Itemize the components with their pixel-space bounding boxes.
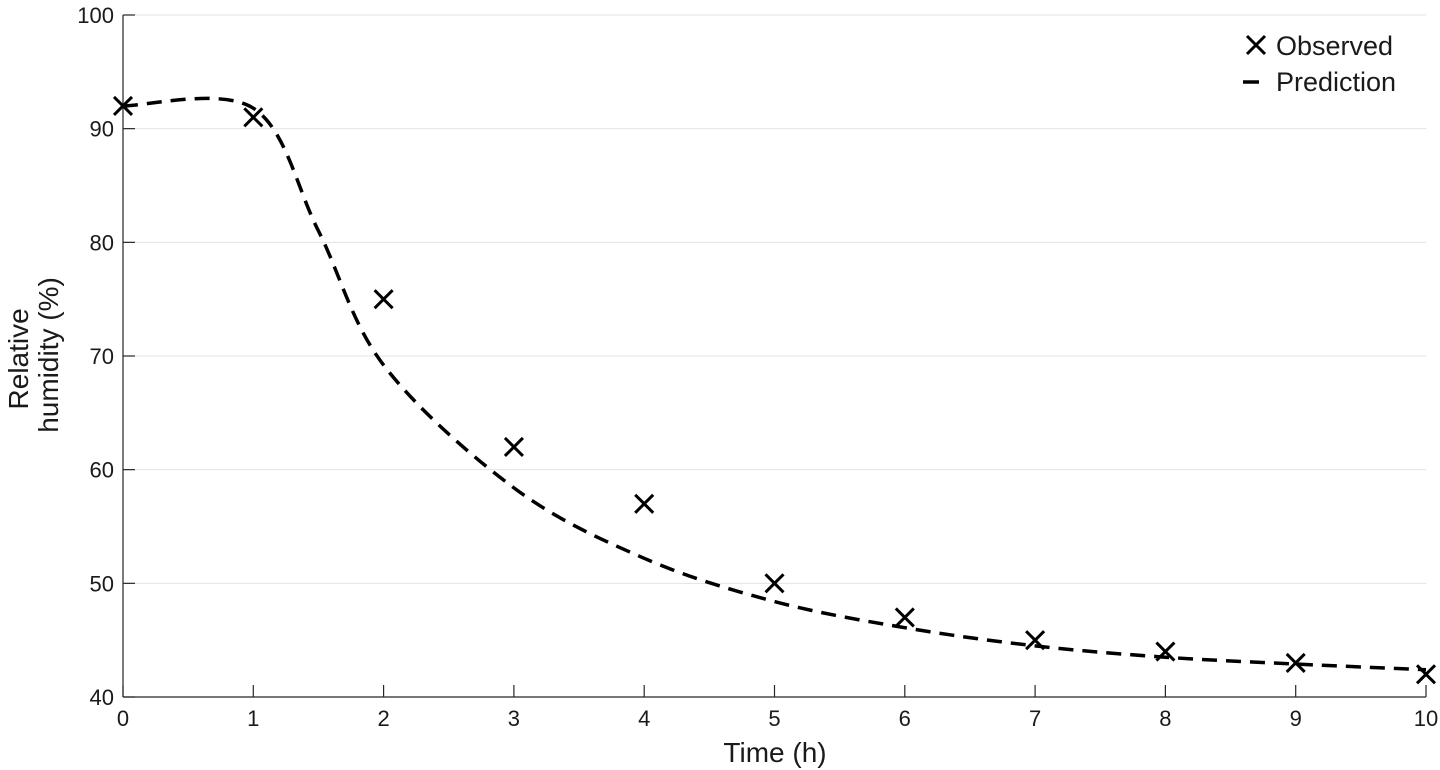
observed-point-9 [1285, 652, 1306, 673]
y-tick-label-100: 100 [77, 3, 114, 28]
x-tick-label-1: 1 [247, 706, 259, 731]
y-tick-label-40: 40 [90, 685, 114, 710]
x-tick-label-10: 10 [1414, 706, 1438, 731]
observed-point-7 [1025, 630, 1046, 651]
x-tick-label-0: 0 [117, 706, 129, 731]
ticks-layer: 0 1 2 3 4 5 6 7 8 9 10 40 50 60 70 80 90 100 [77, 3, 1438, 731]
observed-point-8 [1155, 641, 1176, 662]
x-tick-label-8: 8 [1159, 706, 1171, 731]
y-tick-label-80: 80 [90, 230, 114, 255]
legend-observed-marker [1245, 34, 1267, 56]
y-tick-label-90: 90 [90, 117, 114, 142]
x-tick-label-7: 7 [1029, 706, 1041, 731]
y-tick-label-70: 70 [90, 344, 114, 369]
legend: Observed Prediction [1243, 31, 1396, 97]
observed-point-6 [894, 607, 915, 628]
x-tick-label-9: 9 [1290, 706, 1302, 731]
x-tick-label-2: 2 [377, 706, 389, 731]
legend-prediction-label: Prediction [1276, 67, 1396, 97]
grid-layer [123, 14, 1426, 584]
y-axis-label-line-2: humidity (%) [33, 277, 64, 433]
observed-point-2 [373, 289, 394, 310]
x-tick-label-4: 4 [638, 706, 650, 731]
y-tick-label-50: 50 [90, 571, 114, 596]
legend-observed-label: Observed [1276, 31, 1393, 61]
x-tick-label-6: 6 [899, 706, 911, 731]
observed-point-3 [503, 436, 524, 457]
x-tick-label-5: 5 [768, 706, 780, 731]
x-axis-label: Time (h) [723, 737, 826, 768]
observed-point-0 [112, 95, 134, 116]
y-axis-label-line-1: Relative [3, 308, 34, 409]
observed-point-10 [1415, 664, 1437, 685]
y-axis-label: Relative humidity (%) [3, 277, 64, 433]
observed-series [112, 95, 1437, 685]
observed-point-5 [764, 573, 785, 594]
observed-point-1 [243, 107, 264, 128]
y-tick-label-60: 60 [90, 458, 114, 483]
observed-point-4 [634, 493, 655, 514]
x-tick-label-3: 3 [508, 706, 520, 731]
